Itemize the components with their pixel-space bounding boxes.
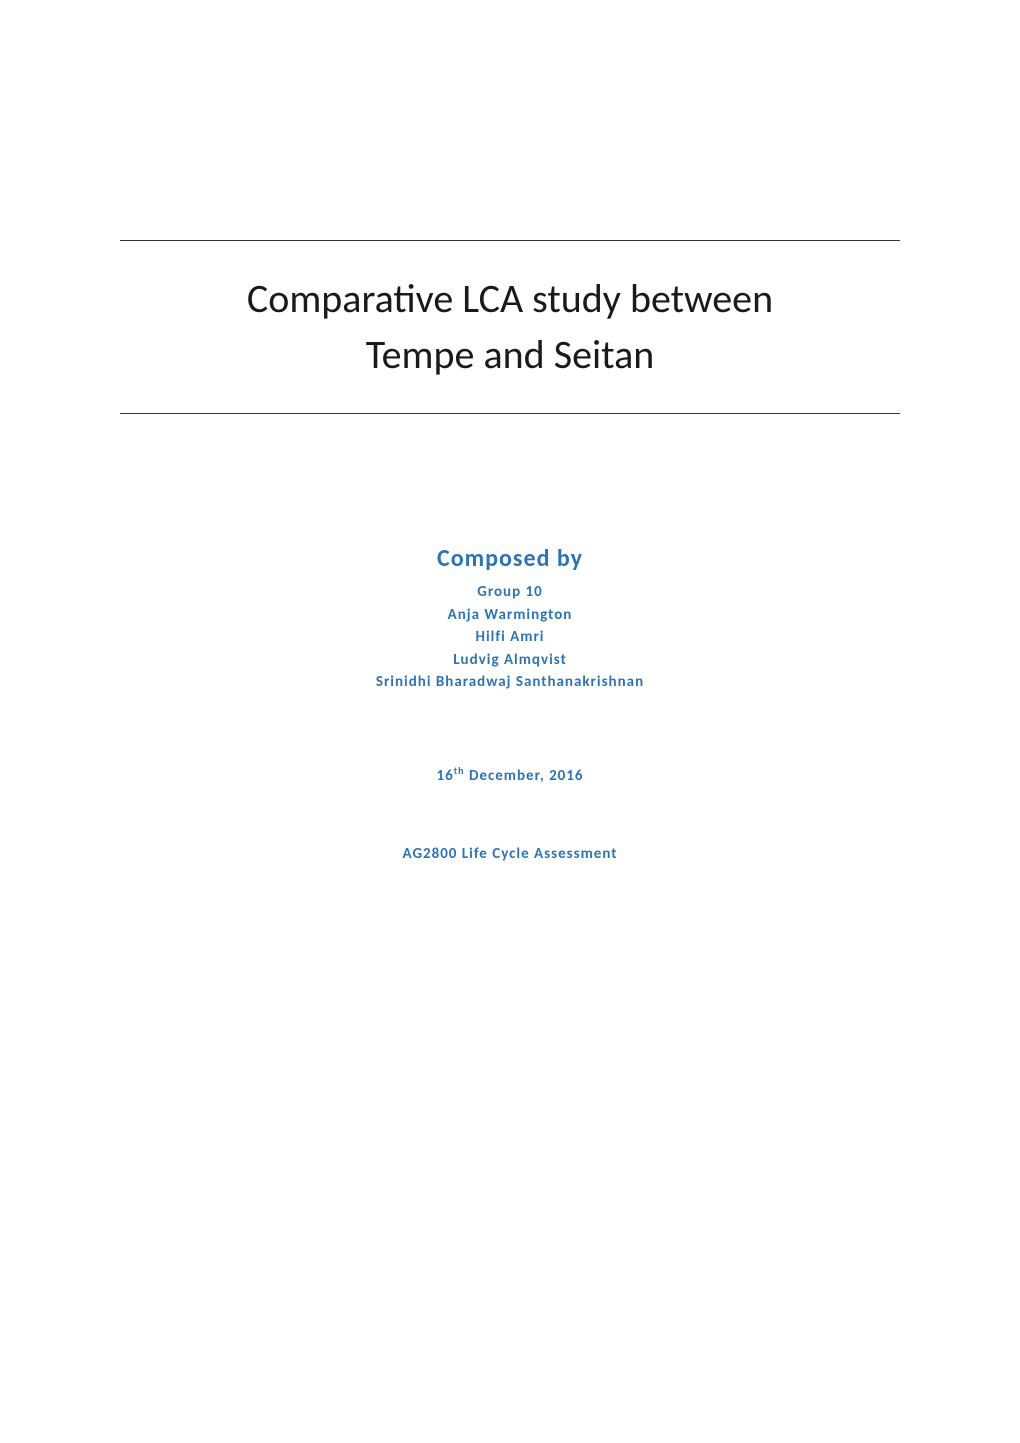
document-page: Comparative LCA study between Tempe and … xyxy=(0,0,1020,1443)
composed-by-heading: Composed by xyxy=(120,544,900,573)
title-section: Comparative LCA study between Tempe and … xyxy=(120,240,900,414)
author-name: Srinidhi Bharadwaj Santhanakrishnan xyxy=(120,671,900,694)
title-line-2: Tempe and Seitan xyxy=(366,330,655,379)
title-line-1: Comparative LCA study between xyxy=(247,274,773,323)
author-name: Anja Warmington xyxy=(120,604,900,627)
course-label: AG2800 Life Cycle Assessment xyxy=(120,845,900,863)
composed-by-section: Composed by Group 10 Anja Warmington Hil… xyxy=(120,544,900,694)
group-label: Group 10 xyxy=(120,581,900,604)
document-date: 16th December, 2016 xyxy=(120,764,900,785)
date-suffix: th xyxy=(454,764,465,777)
date-day: 16 xyxy=(437,767,454,785)
date-rest: December, 2016 xyxy=(465,767,584,785)
author-name: Hilfi Amri xyxy=(120,626,900,649)
document-title: Comparative LCA study between Tempe and … xyxy=(120,271,900,383)
author-name: Ludvig Almqvist xyxy=(120,649,900,672)
